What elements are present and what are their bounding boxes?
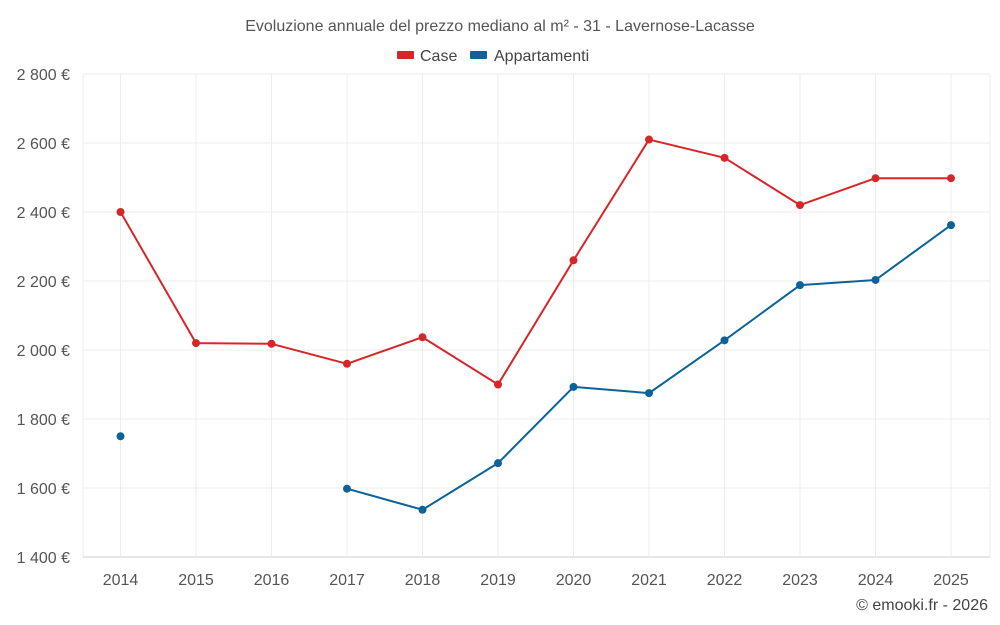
data-point[interactable]: [720, 153, 729, 162]
data-point[interactable]: [192, 339, 200, 348]
chart-title: Evoluzione annuale del prezzo mediano al…: [245, 18, 755, 35]
x-tick-label: 2024: [858, 572, 894, 589]
data-point[interactable]: [720, 336, 729, 345]
y-tick-label: 2 200 €: [17, 274, 70, 291]
legend-item-case[interactable]: Case: [397, 48, 457, 65]
data-point[interactable]: [796, 281, 804, 290]
data-point[interactable]: [569, 382, 578, 391]
credit-text: © emooki.fr - 2026: [856, 597, 988, 614]
y-tick-label: 2 000 €: [17, 343, 70, 360]
x-tick-label: 2022: [707, 572, 743, 589]
data-point[interactable]: [343, 359, 351, 368]
y-tick-label: 1 400 €: [17, 550, 70, 567]
data-point[interactable]: [947, 174, 955, 183]
x-axis: 2014 2015 2016 2017 2018 2019 2020 2021 2022 2023…: [103, 572, 969, 589]
data-point[interactable]: [494, 459, 502, 468]
legend-item-appartamenti[interactable]: Appartamenti: [470, 48, 589, 65]
data-point[interactable]: [343, 484, 351, 493]
y-tick-label: 2 400 €: [17, 205, 70, 222]
legend-swatch: [397, 51, 414, 59]
x-tick-label: 2019: [480, 572, 516, 589]
series-layer: [116, 135, 955, 514]
data-point[interactable]: [267, 339, 276, 348]
x-tick-label: 2023: [782, 572, 818, 589]
data-point[interactable]: [569, 256, 578, 265]
x-tick-label: 2015: [178, 572, 214, 589]
y-tick-label: 2 800 €: [17, 67, 70, 84]
legend: Case Appartamenti: [397, 48, 589, 65]
x-tick-label: 2016: [254, 572, 290, 589]
y-tick-label: 1 600 €: [17, 481, 70, 498]
data-point[interactable]: [871, 174, 880, 183]
x-tick-label: 2014: [103, 572, 139, 589]
series-line: [119, 138, 951, 386]
series-case: [116, 135, 955, 389]
series-appartamenti: [116, 221, 955, 514]
x-tick-label: 2017: [329, 572, 365, 589]
data-point[interactable]: [645, 389, 653, 398]
x-tick-label: 2021: [631, 572, 667, 589]
data-point[interactable]: [947, 221, 955, 230]
x-tick-label: 2018: [405, 572, 441, 589]
data-point[interactable]: [116, 208, 125, 216]
data-point[interactable]: [116, 432, 125, 441]
data-point[interactable]: [494, 380, 502, 389]
legend-swatch: [470, 51, 487, 59]
grid: [82, 73, 991, 558]
data-point[interactable]: [796, 201, 804, 210]
data-point[interactable]: [871, 275, 880, 284]
data-point[interactable]: [418, 333, 427, 342]
x-tick-label: 2025: [933, 572, 969, 589]
data-point[interactable]: [418, 505, 427, 514]
y-tick-label: 1 800 €: [17, 412, 70, 429]
legend-label: Appartamenti: [494, 48, 589, 65]
x-tick-label: 2020: [556, 572, 592, 589]
y-axis: 1 400 € 1 600 € 1 800 € 2 000 € 2 200 € 2 400…: [17, 67, 70, 567]
y-tick-label: 2 600 €: [17, 136, 70, 153]
data-point[interactable]: [645, 135, 653, 144]
legend-label: Case: [420, 48, 457, 65]
